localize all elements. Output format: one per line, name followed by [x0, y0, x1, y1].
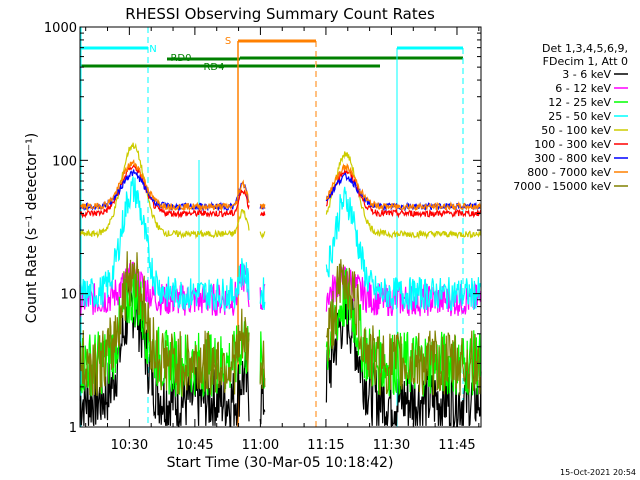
x-axis: 10:30 10:45 11:00 11:15 11:30 11:45 — [85, 27, 480, 453]
y-axis: 1 10 100 1000 — [44, 21, 481, 436]
annotation-rd0: RD0 — [170, 53, 191, 64]
legend-header-line-2: FDecim 1, Att 0 — [543, 55, 628, 68]
legend-label: 50 - 100 keV — [541, 124, 611, 137]
series-line — [325, 163, 482, 212]
legend-label: 25 - 50 keV — [548, 110, 611, 123]
series-line — [259, 231, 266, 240]
x-axis-label: Start Time (30-Mar-05 10:18:42) — [167, 455, 394, 471]
series-line — [325, 259, 482, 396]
annotation-s: S — [225, 36, 231, 47]
series-line — [325, 151, 482, 240]
y-tick-label: 1 — [69, 421, 77, 436]
series-line — [79, 251, 250, 397]
legend-label: 300 - 800 keV — [534, 152, 611, 165]
y-tick-label: 10 — [60, 288, 77, 303]
x-tick-label: 11:45 — [438, 438, 475, 453]
series-line — [79, 163, 250, 219]
y-tick-label: 1000 — [44, 21, 77, 36]
legend-label: 100 - 300 keV — [534, 138, 611, 151]
y-axis-label: Count Rate (s⁻¹ detector⁻¹) — [24, 133, 40, 323]
series-line — [259, 277, 266, 311]
series-line — [259, 203, 266, 210]
series-line — [79, 176, 250, 313]
x-tick-label: 11:15 — [307, 438, 344, 453]
footer-date: 15-Oct-2021 20:54 — [560, 468, 636, 477]
chart-title: RHESSI Observing Summary Count Rates — [125, 5, 435, 23]
legend-label: 3 - 6 keV — [562, 68, 611, 81]
legend-label: 7000 - 15000 keV — [513, 180, 611, 193]
annotation-rd4: RD4 — [203, 62, 224, 73]
plot-frame — [79, 26, 482, 428]
annotation-n: N — [149, 44, 156, 55]
series-line — [79, 158, 250, 213]
legend-header-line-1: Det 1,3,4,5,6,9, — [542, 42, 628, 55]
legend-label: 800 - 7000 keV — [527, 166, 611, 179]
x-tick-label: 10:30 — [111, 438, 148, 453]
series-line — [259, 340, 266, 389]
y-tick-label: 100 — [52, 154, 77, 169]
series-line — [325, 186, 482, 312]
x-tick-label: 11:00 — [242, 438, 279, 453]
x-tick-label: 11:30 — [373, 438, 410, 453]
series-line — [259, 211, 266, 217]
series-line — [80, 142, 250, 240]
legend-label: 12 - 25 keV — [548, 96, 611, 109]
legend-label: 6 - 12 keV — [555, 82, 611, 95]
x-tick-label: 10:45 — [176, 438, 213, 453]
